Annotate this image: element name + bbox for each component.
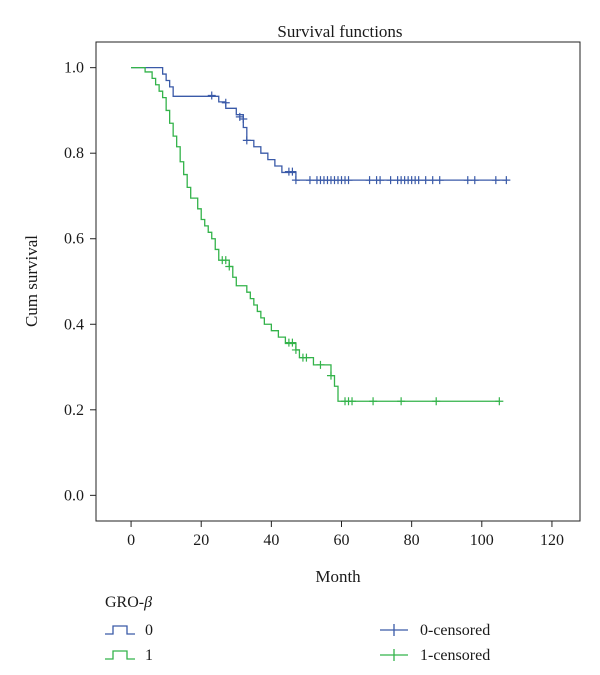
- censor-mark-group-0: [239, 114, 248, 123]
- legend: GRO-β 0 1 0-censored 1-censored: [105, 594, 490, 664]
- censor-mark-group-0: [344, 176, 353, 185]
- x-tick-label: 20: [193, 532, 209, 549]
- censor-mark-group-0: [242, 136, 251, 145]
- censor-mark-group-0: [288, 167, 297, 176]
- censor-mark-group-0: [207, 91, 216, 100]
- censor-mark-group-0: [435, 176, 444, 185]
- x-axis-title: Month: [315, 567, 361, 586]
- censor-mark-group-0: [386, 176, 395, 185]
- censor-mark-group-1: [302, 353, 311, 362]
- censor-mark-group-1: [221, 256, 230, 265]
- censor-mark-group-1: [432, 397, 441, 406]
- legend-title: GRO-β: [105, 594, 152, 611]
- survival-curve-group-1: [131, 67, 500, 402]
- x-tick-label: 120: [540, 532, 564, 549]
- y-axis: 0.0 0.2 0.4 0.6 0.8 1.0: [64, 60, 96, 504]
- censor-mark-group-0: [221, 98, 230, 107]
- censor-layer: [207, 91, 511, 406]
- legend-title-text: GRO-: [105, 594, 144, 611]
- legend-label: 0-censored: [420, 622, 490, 639]
- censor-mark-group-0: [428, 176, 437, 185]
- series-layer: [131, 67, 507, 402]
- censor-mark-group-0: [305, 176, 314, 185]
- legend-line-swatch-1: [105, 650, 135, 660]
- legend-censor-swatch-1: [380, 649, 408, 661]
- x-tick-label: 0: [127, 532, 135, 549]
- legend-entries: 0 1 0-censored 1-censored: [105, 622, 490, 664]
- survival-curve-group-0: [131, 67, 507, 181]
- censor-mark-group-0: [470, 176, 479, 185]
- legend-label: 1: [145, 647, 153, 664]
- censor-mark-group-1: [326, 371, 335, 380]
- censor-mark-group-0: [376, 176, 385, 185]
- censor-mark-group-1: [225, 262, 234, 271]
- censor-mark-group-1: [288, 338, 297, 347]
- censor-mark-group-1: [316, 360, 325, 369]
- censor-mark-group-1: [291, 345, 300, 354]
- y-tick-label: 1.0: [64, 60, 84, 77]
- y-tick-label: 0.8: [64, 145, 84, 162]
- censor-mark-group-0: [463, 176, 472, 185]
- censor-mark-group-0: [291, 176, 300, 185]
- x-tick-label: 40: [263, 532, 279, 549]
- censor-mark-group-0: [491, 176, 500, 185]
- censor-mark-group-0: [235, 112, 244, 121]
- x-axis: 0 20 40 60 80 100 120: [127, 521, 564, 549]
- legend-title-symbol: β: [143, 594, 152, 611]
- censor-mark-group-1: [348, 397, 357, 406]
- censor-mark-group-1: [369, 397, 378, 406]
- y-tick-label: 0.6: [64, 231, 84, 248]
- legend-line-swatch-0: [105, 625, 135, 635]
- legend-censor-swatch-0: [380, 624, 408, 636]
- y-tick-label: 0.2: [64, 402, 84, 419]
- x-tick-label: 60: [334, 532, 350, 549]
- censor-mark-group-0: [421, 176, 430, 185]
- plot-frame: [95, 41, 581, 522]
- censor-mark-group-0: [365, 176, 374, 185]
- censor-mark-group-1: [397, 397, 406, 406]
- y-tick-label: 0.0: [64, 487, 84, 504]
- x-tick-label: 100: [470, 532, 494, 549]
- y-tick-label: 0.4: [64, 316, 84, 333]
- legend-label: 0: [145, 622, 153, 639]
- censor-mark-group-0: [502, 176, 511, 185]
- censor-mark-group-0: [414, 176, 423, 185]
- y-axis-title: Cum survival: [22, 235, 41, 327]
- censor-mark-group-1: [495, 397, 504, 406]
- chart-title: Survival functions: [277, 22, 402, 41]
- legend-label: 1-censored: [420, 647, 490, 664]
- x-tick-label: 80: [404, 532, 420, 549]
